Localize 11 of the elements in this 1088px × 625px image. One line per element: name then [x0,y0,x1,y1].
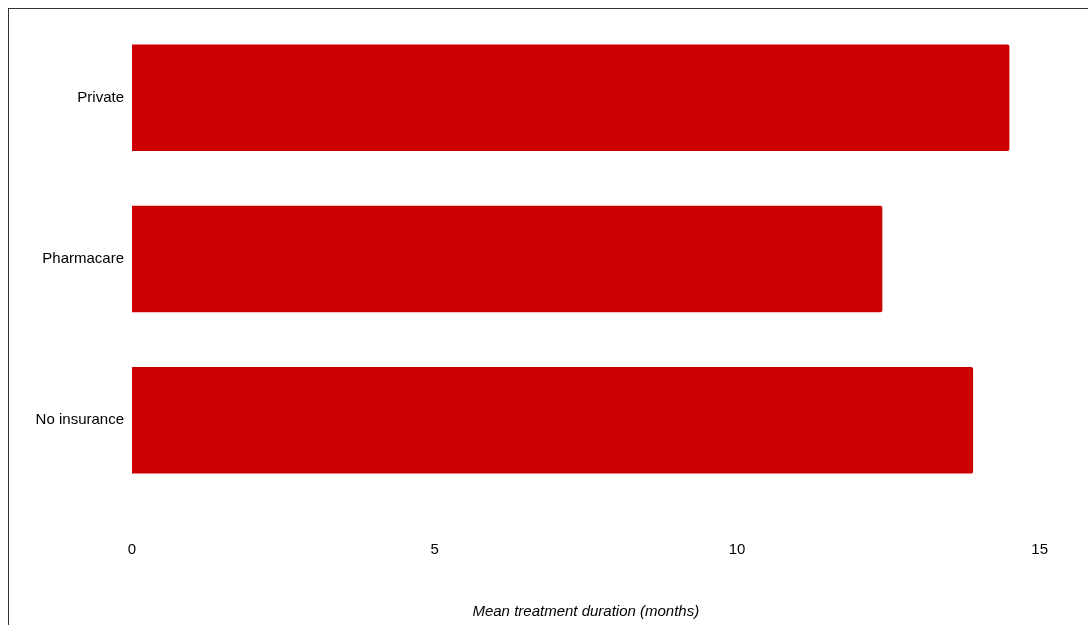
y-tick-label: Private [77,87,124,105]
bar [132,205,883,313]
bar [132,367,974,474]
y-tick-label: No insurance [35,410,124,428]
bar [132,44,1010,151]
x-axis-title: Mean treatment duration (months) [472,602,700,620]
x-tick-label: 0 [127,540,137,558]
y-tick-label: Pharmacare [42,249,124,267]
x-tick-label: 15 [1031,540,1048,558]
x-tick-label: 10 [728,540,746,558]
x-tick-label: 5 [430,540,439,558]
